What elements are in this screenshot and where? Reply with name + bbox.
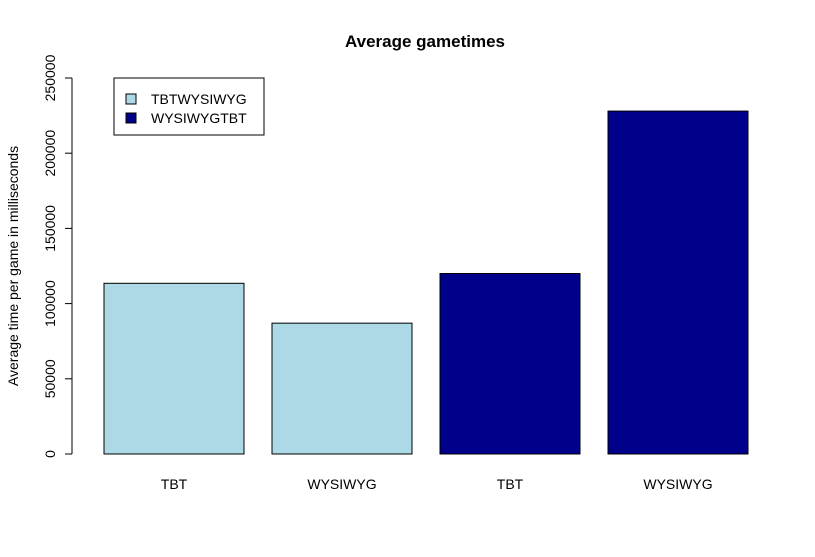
x-axis-labels: TBT WYSIWYG TBT WYSIWYG xyxy=(161,476,713,492)
y-tick-label: 50000 xyxy=(42,359,58,398)
legend-swatch xyxy=(125,112,137,124)
y-tick-label: 150000 xyxy=(42,205,58,252)
legend-label: WYSIWYGTBT xyxy=(151,110,247,126)
bar xyxy=(439,273,581,455)
x-tick-label: TBT xyxy=(161,476,188,492)
y-tick-label: 100000 xyxy=(42,280,58,327)
bar xyxy=(607,110,749,455)
y-axis: 0 50000 100000 150000 200000 250000 xyxy=(42,54,73,458)
y-tick-label: 250000 xyxy=(42,54,58,101)
x-tick-label: WYSIWYG xyxy=(307,476,376,492)
x-tick-label: WYSIWYG xyxy=(643,476,712,492)
x-tick-label: TBT xyxy=(497,476,524,492)
y-tick-label: 200000 xyxy=(42,130,58,177)
legend-swatch xyxy=(125,93,137,105)
y-axis-title: Average time per game in milliseconds xyxy=(5,146,21,386)
bar xyxy=(271,322,413,455)
chart-title: Average gametimes xyxy=(345,32,505,51)
bar xyxy=(103,282,245,455)
legend-label: TBTWYSIWYG xyxy=(151,91,247,107)
legend-box xyxy=(113,77,265,136)
legend: TBTWYSIWYG WYSIWYGTBT xyxy=(113,77,265,136)
bars xyxy=(103,110,749,455)
y-tick-label: 0 xyxy=(42,450,58,458)
